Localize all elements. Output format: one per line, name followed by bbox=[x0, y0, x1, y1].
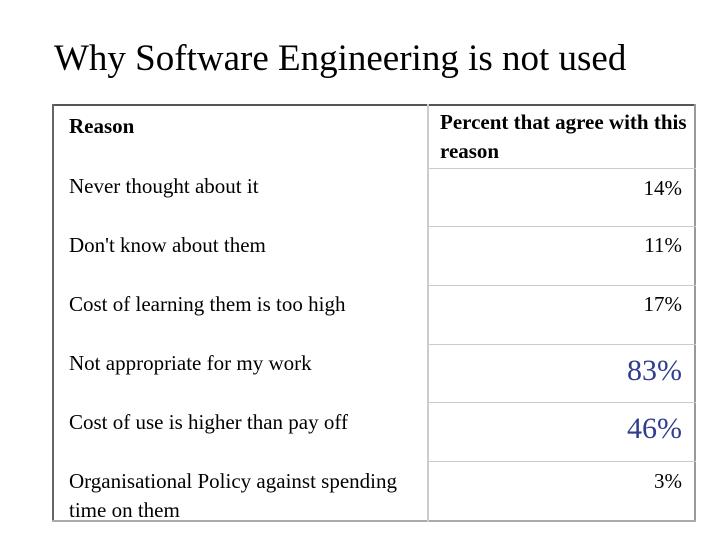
row-percent: 3% bbox=[654, 469, 682, 493]
header-reason: Reason bbox=[69, 114, 135, 138]
table-border-left bbox=[52, 104, 54, 522]
row-reason: Never thought about it bbox=[69, 174, 259, 198]
row-reason: Cost of use is higher than pay off bbox=[69, 410, 348, 434]
table-border-top bbox=[52, 104, 696, 106]
table-border-bottom bbox=[52, 520, 696, 522]
row-reason: Not appropriate for my work bbox=[69, 351, 312, 375]
row-reason: Cost of learning them is too high bbox=[69, 292, 346, 316]
reasons-table: Reason Percent that agree with this reas… bbox=[52, 104, 696, 522]
row-divider bbox=[427, 402, 696, 403]
column-divider bbox=[427, 104, 429, 522]
row-divider bbox=[427, 168, 696, 169]
slide-title: Why Software Engineering is not used bbox=[54, 38, 627, 79]
row-percent-highlight: 46% bbox=[627, 412, 682, 445]
row-reason: Don't know about them bbox=[69, 233, 266, 257]
table-border-right bbox=[694, 104, 696, 522]
header-percent: Percent that agree with this reason bbox=[440, 110, 687, 163]
row-divider bbox=[427, 461, 696, 462]
row-percent: 17% bbox=[643, 292, 683, 316]
row-divider bbox=[427, 285, 696, 286]
row-percent: 11% bbox=[644, 233, 682, 257]
row-reason: Organisational Policy against spending t… bbox=[69, 469, 397, 522]
row-percent: 14% bbox=[643, 176, 683, 200]
row-percent-highlight: 83% bbox=[627, 354, 682, 387]
row-divider bbox=[427, 226, 696, 227]
row-divider bbox=[427, 344, 696, 345]
